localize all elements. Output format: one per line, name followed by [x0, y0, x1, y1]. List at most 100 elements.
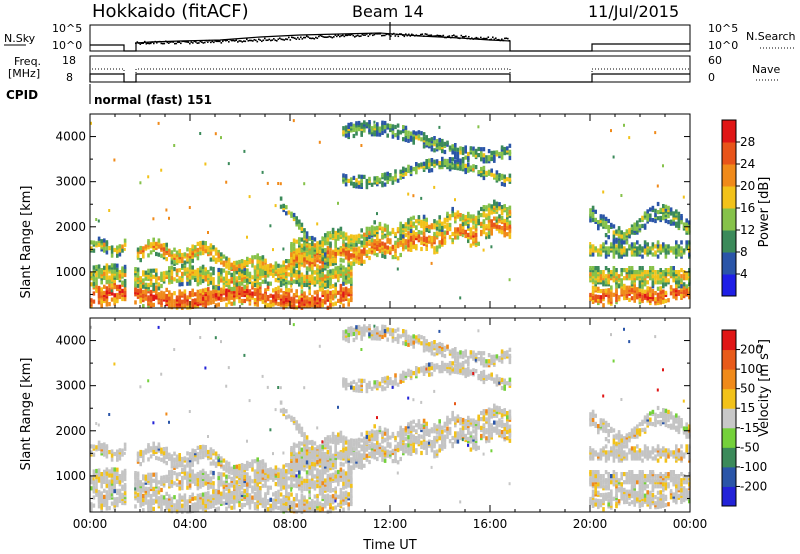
- power-cell: [321, 277, 324, 282]
- power-cell: [207, 248, 210, 253]
- power-cell: [121, 280, 124, 285]
- noise-point: [349, 34, 352, 36]
- power-cell: [357, 180, 361, 185]
- power-cell: [454, 143, 457, 148]
- power-cell: [498, 217, 501, 222]
- power-cell: [591, 295, 595, 300]
- velocity-cell: [204, 449, 207, 454]
- noise-right-tick-top: 10^5: [708, 22, 738, 35]
- noise-point: [241, 41, 244, 43]
- power-cell: [662, 214, 665, 219]
- power-cell: [480, 147, 483, 152]
- power-cell: [212, 245, 215, 250]
- power-cell: [617, 240, 621, 245]
- power-cell: [240, 259, 244, 264]
- power-cell: [438, 244, 441, 249]
- power-cell: [165, 257, 168, 262]
- power-cell: [506, 207, 509, 212]
- power-cell: [363, 249, 366, 254]
- noise-point: [397, 35, 400, 38]
- power-cell: [329, 246, 332, 251]
- power-cell: [467, 156, 470, 161]
- noise-point: [214, 40, 217, 42]
- power-cell: [305, 231, 309, 236]
- power-cell: [482, 222, 486, 227]
- noise-point: [400, 33, 403, 35]
- velocity-cell: [183, 493, 187, 498]
- velocity-cell: [147, 379, 150, 383]
- power-cell: [360, 240, 363, 245]
- power-cell: [667, 250, 670, 255]
- power-cell: [662, 242, 665, 247]
- velocity-cell: [248, 475, 252, 480]
- power-cell: [654, 270, 657, 275]
- power-cell: [295, 289, 298, 294]
- velocity-cell: [178, 486, 181, 491]
- power-cell: [292, 261, 296, 266]
- power-cell: [599, 244, 603, 249]
- power-cell: [295, 299, 298, 304]
- power-cell: [612, 292, 616, 297]
- power-cell: [97, 300, 101, 305]
- power-cell: [615, 237, 618, 242]
- power-cell: [506, 177, 509, 182]
- power-cell: [337, 290, 340, 295]
- power-cell: [272, 294, 275, 299]
- power-cell: [139, 258, 142, 263]
- power-cell: [498, 151, 501, 157]
- power-cell: [243, 149, 246, 153]
- power-cell: [305, 299, 309, 304]
- noise-point: [403, 35, 406, 38]
- power-cell: [287, 266, 291, 271]
- velocity-cell: [274, 495, 278, 500]
- power-cell: [300, 284, 304, 289]
- power-cell: [300, 248, 303, 252]
- power-cell: [415, 131, 418, 136]
- power-cell: [259, 268, 262, 273]
- y-tick-label: 2000: [55, 220, 86, 234]
- power-cell: [651, 266, 655, 271]
- noise-point: [496, 39, 499, 41]
- power-cell: [669, 285, 673, 290]
- velocity-cell: [175, 499, 179, 504]
- velocity-cell: [238, 503, 241, 508]
- power-cell: [376, 225, 379, 230]
- power-cell: [363, 120, 366, 125]
- power-cell: [508, 220, 512, 225]
- power-cell: [482, 211, 486, 216]
- power-cell: [630, 228, 634, 233]
- velocity-cell: [235, 464, 239, 469]
- noise-point: [442, 34, 445, 37]
- velocity-cell: [183, 507, 187, 512]
- power-cell: [677, 289, 681, 294]
- velocity-cell: [194, 481, 197, 486]
- power-cell: [386, 171, 389, 176]
- power-cell: [217, 249, 220, 255]
- velocity-cell: [217, 456, 220, 460]
- velocity-cell: [194, 449, 197, 454]
- power-cell: [292, 238, 296, 243]
- power-cell: [386, 133, 389, 138]
- velocity-cell: [204, 471, 207, 476]
- power-cell: [248, 277, 252, 282]
- velocity-cell: [274, 491, 278, 496]
- power-cell: [386, 245, 389, 250]
- power-cell: [350, 234, 353, 239]
- noise-point: [372, 34, 374, 37]
- power-cell: [147, 239, 150, 244]
- power-cell: [347, 265, 350, 270]
- velocity-cell: [160, 447, 163, 452]
- velocity-cell: [144, 494, 148, 499]
- velocity-cell: [139, 480, 142, 485]
- power-cell: [142, 293, 145, 299]
- noise-point: [261, 40, 263, 43]
- power-cell: [607, 298, 610, 303]
- power-cell: [617, 284, 621, 289]
- power-cell: [451, 213, 454, 218]
- velocity-cell: [178, 463, 181, 468]
- power-cell: [256, 259, 259, 264]
- power-cell: [313, 296, 317, 301]
- power-cell: [451, 161, 454, 165]
- noise-point: [180, 42, 182, 45]
- noise-point: [160, 42, 163, 45]
